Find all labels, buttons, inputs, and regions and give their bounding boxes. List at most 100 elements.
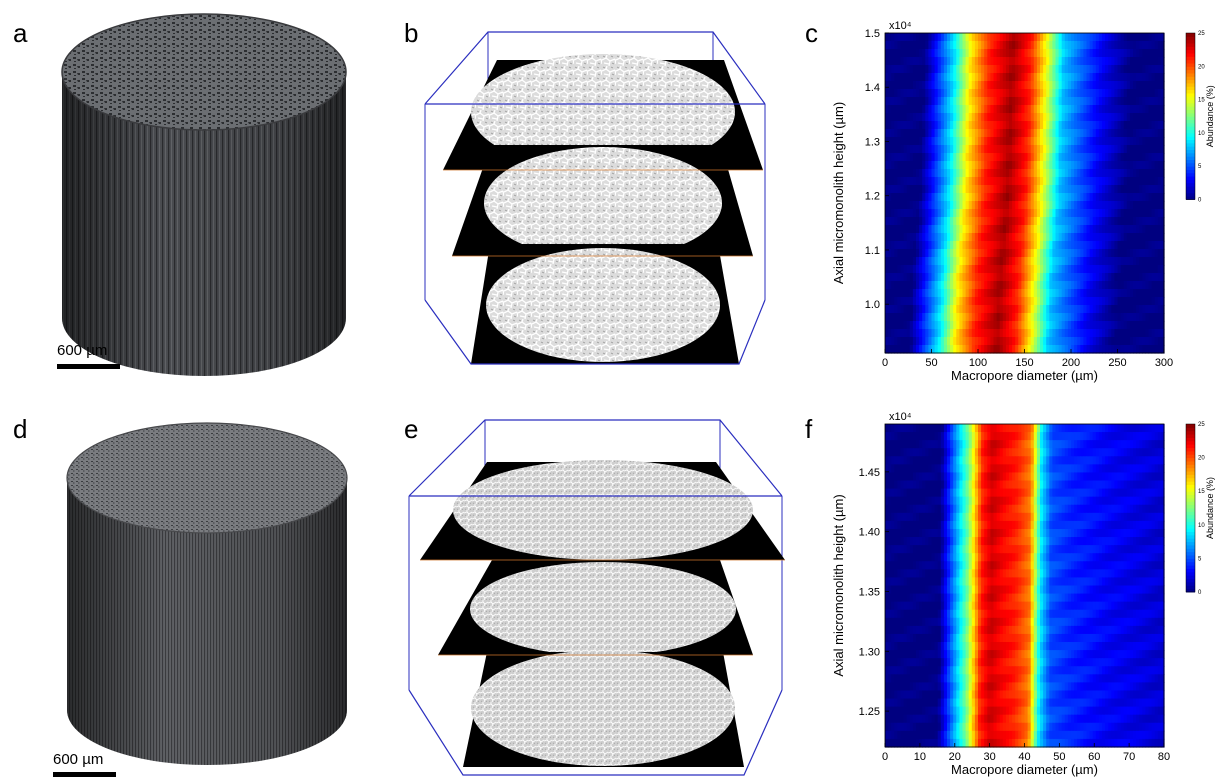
heatmap-cell-c bbox=[916, 297, 920, 306]
heatmap-cell-c bbox=[968, 121, 973, 130]
heatmap-cell-c bbox=[950, 129, 954, 138]
heatmap-cell-c bbox=[1030, 121, 1035, 130]
heatmap-cell-c bbox=[971, 137, 976, 146]
heatmap-cell-f bbox=[1160, 464, 1165, 474]
heatmap-cell-c bbox=[1049, 305, 1053, 314]
heatmap-cell-c bbox=[962, 57, 967, 66]
heatmap-cell-c bbox=[894, 105, 898, 114]
heatmap-cell-f bbox=[974, 448, 979, 457]
heatmap-cell-c bbox=[885, 89, 889, 98]
heatmap-cell-f bbox=[1040, 464, 1044, 474]
heatmap-cell-c bbox=[962, 81, 967, 90]
heatmap-cell-f bbox=[1005, 496, 1010, 506]
heatmap-cell-c bbox=[1080, 345, 1084, 354]
heatmap-cell-c bbox=[919, 161, 923, 170]
heatmap-cell-f bbox=[1111, 472, 1115, 482]
heatmap-cell-c bbox=[1102, 209, 1106, 218]
heatmap-cell-c bbox=[885, 233, 889, 242]
heatmap-cell-f bbox=[1009, 488, 1013, 498]
heatmap-cell-c bbox=[1151, 281, 1156, 290]
heatmap-cell-c bbox=[1160, 337, 1165, 346]
heatmap-cell-c bbox=[990, 105, 995, 114]
heatmap-cell-c bbox=[1071, 241, 1075, 250]
heatmap-cell-c bbox=[984, 257, 988, 266]
heatmap-cell-c bbox=[1055, 153, 1060, 162]
colorbar-tick-c: 0 bbox=[1198, 197, 1202, 203]
heatmap-cell-c bbox=[974, 177, 979, 186]
heatmap-cell-c bbox=[937, 233, 942, 242]
heatmap-cell-f bbox=[959, 464, 964, 474]
heatmap-cell-c bbox=[1046, 193, 1050, 202]
heatmap-cell-c bbox=[943, 65, 948, 74]
heatmap-cell-c bbox=[974, 217, 979, 226]
heatmap-cell-c bbox=[962, 329, 967, 338]
heatmap-cell-c bbox=[1142, 337, 1146, 346]
heatmap-cell-c bbox=[1157, 289, 1162, 298]
heatmap-cell-c bbox=[1071, 313, 1075, 322]
heatmap-cell-c bbox=[987, 161, 991, 170]
heatmap-cell-c bbox=[1129, 201, 1134, 210]
heatmap-cell-c bbox=[1005, 49, 1010, 58]
heatmap-cell-c bbox=[1002, 129, 1007, 138]
heatmap-cell-c bbox=[968, 337, 973, 346]
heatmap-cell-f bbox=[934, 520, 939, 530]
heatmap-cell-c bbox=[1160, 185, 1165, 194]
heatmap-cell-c bbox=[888, 257, 892, 266]
heatmap-cell-c bbox=[906, 161, 911, 170]
heatmap-cell-c bbox=[1092, 89, 1097, 98]
heatmap-cell-c bbox=[928, 89, 933, 98]
heatmap-cell-c bbox=[1139, 321, 1143, 330]
heatmap-cell-c bbox=[1102, 257, 1106, 266]
heatmap-cell-c bbox=[891, 73, 895, 82]
heatmap-cell-c bbox=[1049, 121, 1053, 130]
heatmap-cell-c bbox=[922, 233, 926, 242]
heatmap-cell-c bbox=[1105, 73, 1109, 82]
heatmap-cell-c bbox=[1157, 273, 1162, 282]
heatmap-cell-c bbox=[912, 321, 917, 330]
heatmap-cell-c bbox=[919, 297, 923, 306]
heatmap-cell-c bbox=[1160, 209, 1165, 218]
heatmap-cell-c bbox=[894, 161, 898, 170]
heatmap-cell-c bbox=[1067, 81, 1072, 90]
heatmap-cell-c bbox=[1136, 257, 1140, 266]
heatmap-cell-c bbox=[1055, 313, 1060, 322]
heatmap-cell-c bbox=[974, 233, 979, 242]
heatmap-cell-c bbox=[993, 217, 998, 226]
heatmap-cell-c bbox=[1071, 161, 1075, 170]
heatmap-cell-f bbox=[981, 440, 985, 449]
heatmap-cell-c bbox=[1052, 129, 1057, 138]
heatmap-cell-c bbox=[1095, 193, 1100, 202]
heatmap-cell-f bbox=[1043, 440, 1047, 449]
heatmap-cell-c bbox=[1092, 297, 1097, 306]
heatmap-cell-c bbox=[978, 225, 982, 234]
heatmap-cell-c bbox=[1002, 297, 1007, 306]
heatmap-cell-c bbox=[1117, 337, 1122, 346]
heatmap-cell-c bbox=[1111, 345, 1115, 354]
heatmap-cell-c bbox=[971, 273, 976, 282]
heatmap-cell-c bbox=[1129, 329, 1134, 338]
heatmap-cell-f bbox=[1098, 520, 1103, 530]
heatmap-cell-f bbox=[931, 496, 936, 506]
heatmap-cell-c bbox=[993, 121, 998, 130]
colorbar-segment-c bbox=[1186, 152, 1195, 157]
heatmap-cell-c bbox=[1111, 313, 1115, 322]
heatmap-cell-f bbox=[1139, 472, 1143, 482]
heatmap-cell-f bbox=[888, 456, 892, 465]
heatmap-cell-c bbox=[1111, 249, 1115, 258]
heatmap-cell-f bbox=[903, 504, 908, 514]
heatmap-cell-c bbox=[1086, 329, 1091, 338]
heatmap-cell-c bbox=[1089, 281, 1094, 290]
heatmap-cell-c bbox=[1136, 329, 1140, 338]
heatmap-cell-f bbox=[984, 480, 988, 490]
heatmap-cell-c bbox=[971, 105, 976, 114]
heatmap-cell-c bbox=[1117, 313, 1122, 322]
heatmap-cell-c bbox=[965, 89, 970, 98]
heatmap-cell-c bbox=[897, 289, 902, 298]
heatmap-cell-c bbox=[909, 321, 914, 330]
heatmap-cell-f bbox=[1018, 504, 1022, 514]
heatmap-cell-c bbox=[928, 81, 933, 90]
heatmap-cell-c bbox=[1086, 265, 1091, 274]
heatmap-cell-c bbox=[1064, 321, 1069, 330]
heatmap-cell-c bbox=[1089, 201, 1094, 210]
heatmap-cell-f bbox=[1074, 448, 1078, 457]
